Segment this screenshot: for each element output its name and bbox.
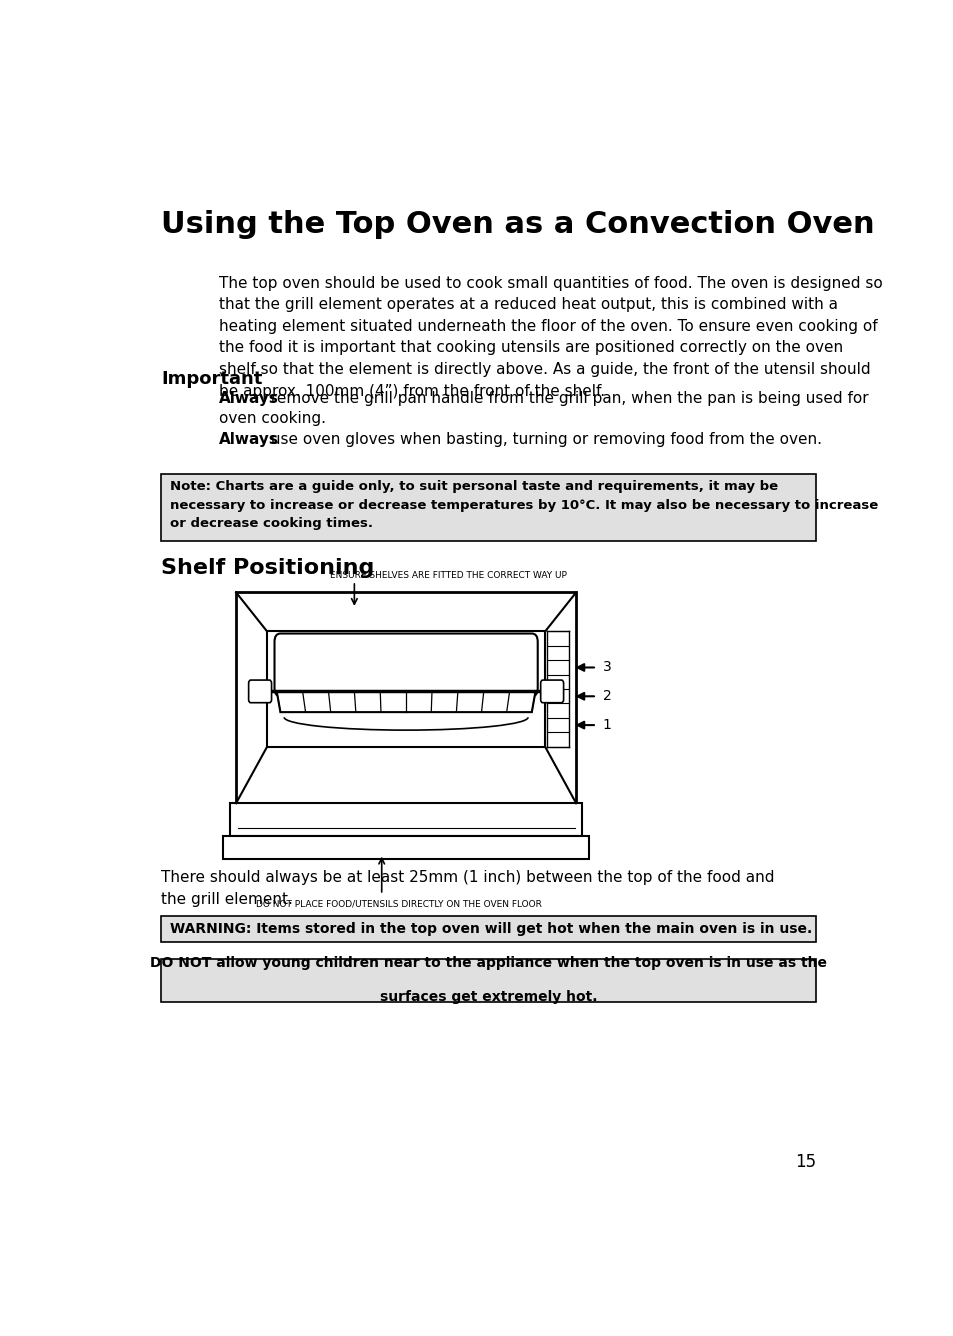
Text: DO NOT allow young children near to the appliance when the top oven is in use as: DO NOT allow young children near to the … (151, 957, 826, 970)
Text: WARNING: Items stored in the top oven will get hot when the main oven is in use.: WARNING: Items stored in the top oven wi… (170, 922, 812, 937)
Bar (235, 592, 576, 803)
Text: Using the Top Oven as a Convection Oven: Using the Top Oven as a Convection Oven (161, 210, 874, 239)
Text: ENSURE SHELVES ARE FITTED THE CORRECT WAY UP: ENSURE SHELVES ARE FITTED THE CORRECT WA… (330, 570, 566, 580)
Text: surfaces get extremely hot.: surfaces get extremely hot. (380, 990, 597, 1005)
Text: There should always be at least 25mm (1 inch) between the top of the food and
th: There should always be at least 25mm (1 … (161, 870, 774, 907)
Bar (222, 836, 589, 859)
FancyBboxPatch shape (249, 680, 272, 703)
Text: 15: 15 (795, 1153, 816, 1170)
FancyBboxPatch shape (540, 680, 563, 703)
Text: use oven gloves when basting, turning or removing food from the oven.: use oven gloves when basting, turning or… (265, 432, 821, 448)
Bar (161, 474, 816, 541)
Text: Shelf Positioning: Shelf Positioning (161, 558, 375, 578)
Text: remove the grill pan handle from the grill pan, when the pan is being used for: remove the grill pan handle from the gri… (265, 390, 867, 406)
Bar (230, 803, 581, 836)
Text: 3: 3 (602, 660, 611, 675)
Text: The top oven should be used to cook small quantities of food. The oven is design: The top oven should be used to cook smal… (219, 275, 882, 398)
Bar (161, 959, 816, 1002)
Text: Always: Always (219, 390, 278, 406)
Text: Important: Important (161, 370, 262, 389)
Text: Always: Always (219, 432, 278, 448)
Bar (161, 916, 816, 942)
Text: oven cooking.: oven cooking. (219, 411, 326, 426)
Text: Note: Charts are a guide only, to suit personal taste and requirements, it may b: Note: Charts are a guide only, to suit p… (170, 480, 878, 530)
Text: DO NOT PLACE FOOD/UTENSILS DIRECTLY ON THE OVEN FLOOR: DO NOT PLACE FOOD/UTENSILS DIRECTLY ON T… (255, 900, 541, 908)
Polygon shape (276, 692, 535, 712)
Text: 2: 2 (602, 689, 611, 703)
Bar (267, 632, 544, 747)
Text: 1: 1 (602, 717, 611, 732)
FancyBboxPatch shape (274, 633, 537, 696)
